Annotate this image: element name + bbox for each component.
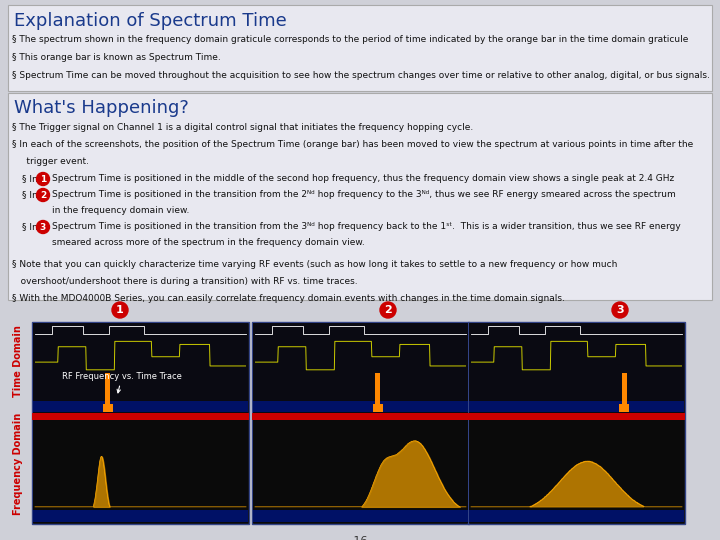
Text: § In each of the screenshots, the position of the Spectrum Time (orange bar) has: § In each of the screenshots, the positi…: [12, 140, 693, 149]
Polygon shape: [8, 5, 712, 91]
Polygon shape: [33, 401, 248, 413]
Text: - 16 -: - 16 -: [346, 536, 374, 540]
Polygon shape: [252, 322, 469, 524]
Text: Spectrum Time is positioned in the middle of the second hop frequency, thus the : Spectrum Time is positioned in the middl…: [52, 174, 674, 183]
Text: 1: 1: [40, 174, 46, 184]
Text: 3: 3: [40, 222, 46, 232]
Text: § Spectrum Time can be moved throughout the acquisition to see how the spectrum : § Spectrum Time can be moved throughout …: [12, 71, 710, 80]
Polygon shape: [253, 323, 468, 414]
Polygon shape: [469, 421, 684, 523]
Text: § This orange bar is known as Spectrum Time.: § This orange bar is known as Spectrum T…: [12, 53, 221, 62]
Text: 2: 2: [40, 191, 46, 199]
Text: overshoot/undershoot there is during a transition) with RF vs. time traces.: overshoot/undershoot there is during a t…: [12, 277, 358, 286]
Text: 3: 3: [616, 305, 624, 315]
Text: Time Domain: Time Domain: [13, 326, 23, 397]
Text: Spectrum Time is positioned in the transition from the 3ᴺᵈ hop frequency back to: Spectrum Time is positioned in the trans…: [52, 222, 680, 231]
Text: in the frequency domain view.: in the frequency domain view.: [52, 206, 189, 215]
Text: § In: § In: [22, 222, 37, 231]
Polygon shape: [375, 373, 380, 413]
Text: 1: 1: [116, 305, 124, 315]
Polygon shape: [469, 510, 684, 522]
Text: trigger event.: trigger event.: [12, 157, 89, 166]
Circle shape: [612, 302, 628, 318]
Polygon shape: [33, 421, 248, 523]
Polygon shape: [32, 322, 249, 524]
Polygon shape: [253, 401, 468, 413]
Text: § The Trigger signal on Channel 1 is a digital control signal that initiates the: § The Trigger signal on Channel 1 is a d…: [12, 123, 473, 132]
Polygon shape: [33, 510, 248, 522]
Text: RF Frequency vs. Time Trace: RF Frequency vs. Time Trace: [62, 372, 182, 393]
Polygon shape: [103, 404, 113, 413]
Circle shape: [112, 302, 128, 318]
Polygon shape: [252, 414, 469, 421]
Polygon shape: [469, 323, 684, 414]
Polygon shape: [469, 401, 684, 413]
Polygon shape: [468, 414, 685, 421]
Text: § With the MDO4000B Series, you can easily correlate frequency domain events wit: § With the MDO4000B Series, you can easi…: [12, 294, 565, 303]
Polygon shape: [253, 510, 468, 522]
Polygon shape: [32, 414, 249, 421]
Polygon shape: [253, 421, 468, 523]
Polygon shape: [468, 322, 685, 524]
Text: smeared across more of the spectrum in the frequency domain view.: smeared across more of the spectrum in t…: [52, 238, 365, 247]
Text: Explanation of Spectrum Time: Explanation of Spectrum Time: [14, 12, 287, 30]
Polygon shape: [619, 404, 629, 413]
Text: Spectrum Time is positioned in the transition from the 2ᴺᵈ hop frequency to the : Spectrum Time is positioned in the trans…: [52, 190, 676, 199]
Text: § In: § In: [22, 174, 37, 183]
Text: What's Happening?: What's Happening?: [14, 99, 189, 117]
Text: 2: 2: [384, 305, 392, 315]
Text: Frequency Domain: Frequency Domain: [13, 413, 23, 515]
Polygon shape: [622, 373, 626, 413]
Polygon shape: [33, 323, 248, 414]
Polygon shape: [105, 373, 110, 413]
Circle shape: [37, 172, 50, 186]
Circle shape: [37, 188, 50, 201]
Text: § The spectrum shown in the frequency domain graticule corresponds to the period: § The spectrum shown in the frequency do…: [12, 35, 688, 44]
Circle shape: [380, 302, 396, 318]
Polygon shape: [373, 404, 383, 413]
Circle shape: [37, 220, 50, 233]
Text: § In: § In: [22, 190, 37, 199]
Polygon shape: [8, 93, 712, 300]
Text: § Note that you can quickly characterize time varying RF events (such as how lon: § Note that you can quickly characterize…: [12, 260, 617, 269]
